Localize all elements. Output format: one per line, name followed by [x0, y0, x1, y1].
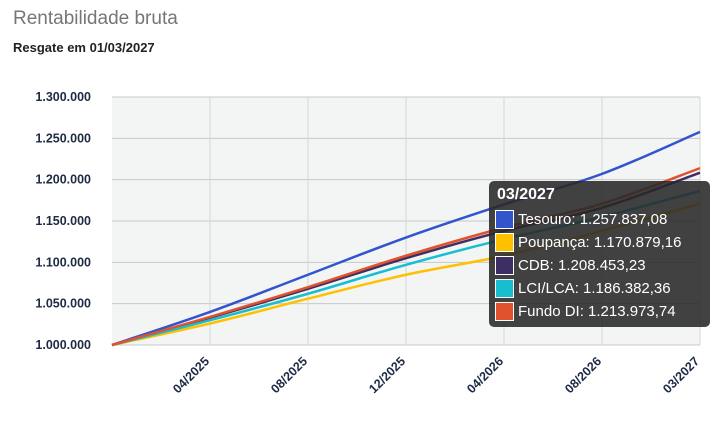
tooltip-swatch-poupanca: [495, 233, 514, 252]
tooltip-row-tesouro: Tesouro: 1.257.837,08: [495, 208, 704, 231]
tooltip-row-cdb: CDB: 1.208.453,23: [495, 254, 704, 277]
tooltip-row-lci-lca: LCI/LCA: 1.186.382,36: [495, 277, 704, 300]
y-tick-label: 1.100.000: [35, 255, 91, 269]
tooltip-label-cdb: CDB: 1.208.453,23: [518, 257, 646, 274]
tooltip-swatch-lci-lca: [495, 279, 514, 298]
y-tick-label: 1.300.000: [35, 90, 91, 104]
tooltip-swatch-cdb: [495, 256, 514, 275]
tooltip-swatch-fundo-di: [495, 302, 514, 321]
y-tick-label: 1.050.000: [35, 297, 91, 311]
x-tick-label: 04/2025: [170, 354, 212, 396]
x-axis: 04/2025 08/2025 12/2025 04/2026 08/2026 03/20…: [170, 354, 702, 396]
x-tick-label: 04/2026: [464, 354, 506, 396]
y-tick-label: 1.000.000: [35, 338, 91, 352]
chart-subtitle: Resgate em 01/03/2027: [13, 40, 155, 55]
x-tick-label: 03/2027: [660, 354, 702, 396]
x-tick-label: 12/2025: [366, 354, 408, 396]
tooltip-title: 03/2027: [497, 186, 555, 203]
tooltip-label-fundo-di: Fundo DI: 1.213.973,74: [518, 303, 676, 320]
tooltip-swatch-tesouro: [495, 210, 514, 229]
series-line-tesouro: [111, 130, 701, 347]
y-axis: 1.000.000 1.050.000 1.100.000 1.150.000 1.20…: [35, 90, 91, 352]
tooltip-label-tesouro: Tesouro: 1.257.837,08: [518, 211, 668, 228]
tooltip-label-poupanca: Poupança: 1.170.879,16: [518, 234, 682, 251]
tooltip-row-fundo-di: Fundo DI: 1.213.973,74: [495, 300, 704, 323]
y-tick-label: 1.200.000: [35, 173, 91, 187]
chart-title: Rentabilidade bruta: [13, 8, 178, 29]
tooltip-label-lci-lca: LCI/LCA: 1.186.382,36: [518, 280, 671, 297]
y-tick-label: 1.150.000: [35, 214, 91, 228]
tooltip: 03/2027 Tesouro: 1.257.837,08 Poupança: …: [489, 181, 710, 327]
y-tick-label: 1.250.000: [35, 131, 91, 145]
x-tick-label: 08/2025: [268, 354, 310, 396]
x-tick-label: 08/2026: [562, 354, 604, 396]
tooltip-row-poupanca: Poupança: 1.170.879,16: [495, 231, 704, 254]
